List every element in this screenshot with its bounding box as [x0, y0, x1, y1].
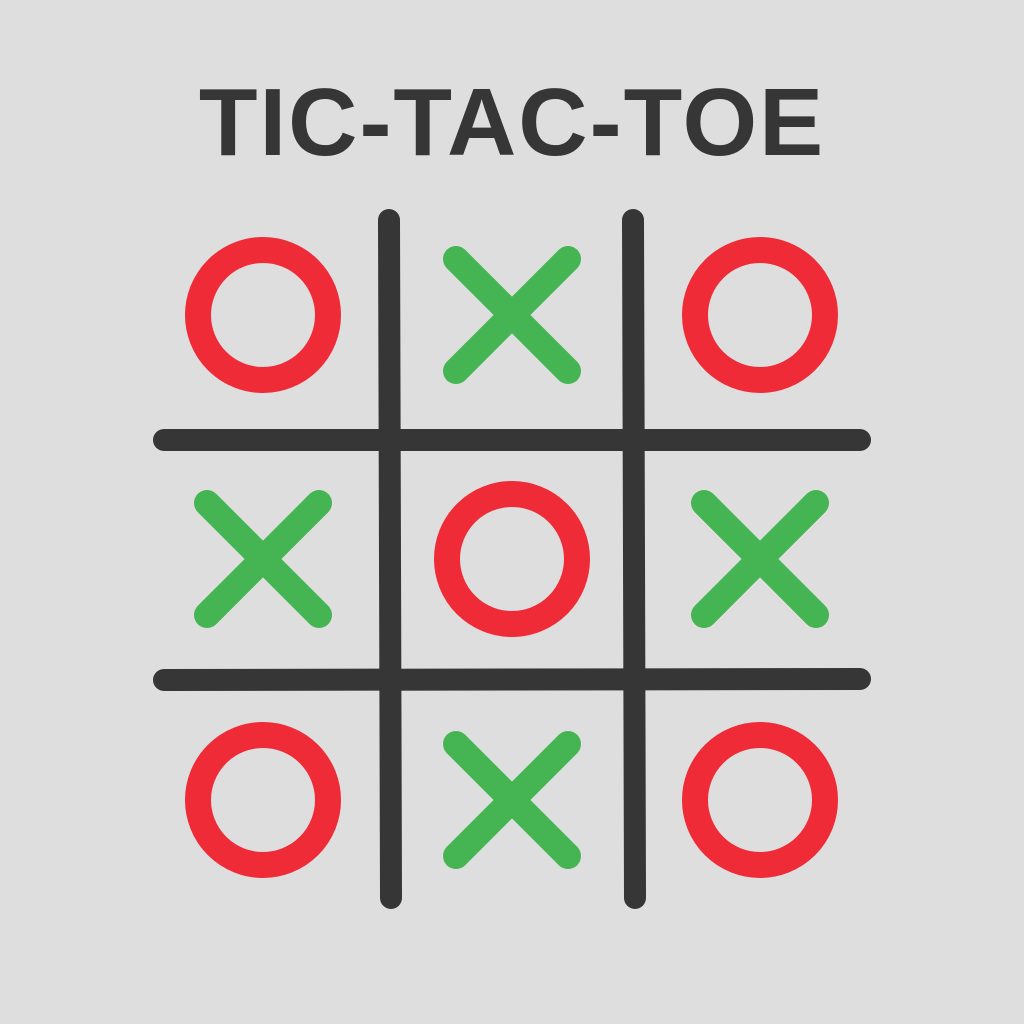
- cell-top-center[interactable]: [397, 200, 627, 430]
- o-mark-icon: [185, 237, 341, 393]
- cell-hit-area[interactable]: [148, 685, 378, 915]
- cell-hit-area[interactable]: [645, 685, 875, 915]
- board-cells: [148, 200, 875, 915]
- x-mark-icon: [691, 490, 829, 628]
- grid-lines: [153, 209, 871, 909]
- cell-top-left[interactable]: [148, 200, 378, 430]
- cell-top-right[interactable]: [645, 200, 875, 430]
- cell-bottom-center[interactable]: [397, 685, 627, 915]
- grid-line-vertical-right: [622, 209, 646, 909]
- grid-line-vertical-left: [378, 209, 402, 909]
- o-mark-icon: [682, 722, 838, 878]
- cell-hit-area[interactable]: [645, 200, 875, 430]
- o-mark-icon: [434, 481, 590, 637]
- x-mark-icon: [194, 490, 332, 628]
- cell-bottom-left[interactable]: [148, 685, 378, 915]
- x-mark-icon: [443, 731, 581, 869]
- o-mark-icon: [682, 237, 838, 393]
- cell-hit-area[interactable]: [148, 200, 378, 430]
- cell-middle-left[interactable]: [148, 444, 378, 674]
- cell-bottom-right[interactable]: [645, 685, 875, 915]
- game-title: TIC-TAC-TOE: [198, 69, 826, 176]
- cell-middle-center[interactable]: [397, 444, 627, 674]
- x-mark-icon: [443, 246, 581, 384]
- o-mark-icon: [185, 722, 341, 878]
- cell-hit-area[interactable]: [397, 444, 627, 674]
- cell-middle-right[interactable]: [645, 444, 875, 674]
- grid-line-horizontal-bottom: [153, 668, 871, 691]
